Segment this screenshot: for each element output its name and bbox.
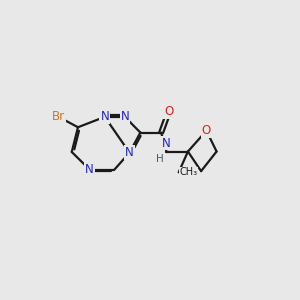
Text: N: N [121, 110, 129, 123]
Text: N: N [162, 137, 171, 150]
Text: H: H [156, 154, 164, 164]
Text: O: O [164, 105, 173, 118]
Text: N: N [100, 110, 109, 123]
Text: CH₃: CH₃ [180, 167, 198, 177]
Text: N: N [85, 163, 94, 176]
Text: N: N [125, 146, 134, 159]
Text: Br: Br [52, 110, 65, 123]
Text: O: O [202, 124, 211, 137]
